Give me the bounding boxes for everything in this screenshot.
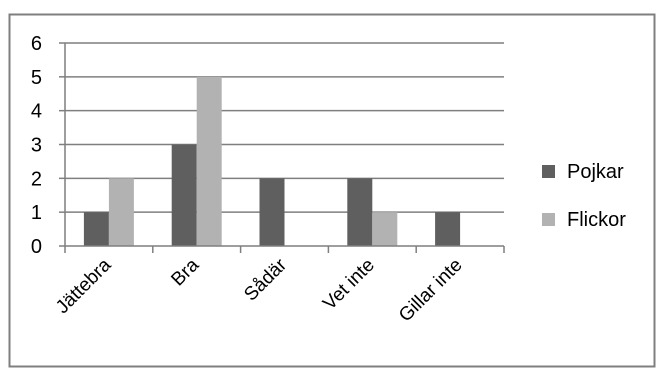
gridlines — [65, 42, 504, 213]
y-tick-label-4: 4 — [31, 101, 42, 123]
axes — [59, 42, 505, 253]
y-tick-label-6: 6 — [31, 33, 42, 55]
bars — [83, 76, 461, 246]
bar-pojkar-0 — [83, 212, 109, 246]
y-tick-label-2: 2 — [31, 168, 42, 190]
bar-pojkar-4 — [435, 212, 461, 246]
bar-flickor-3 — [372, 212, 398, 246]
y-tick-label-0: 0 — [31, 236, 42, 258]
legend-swatch-pojkar — [542, 165, 555, 178]
y-tick-labels: 0 1 2 3 4 5 6 — [31, 33, 42, 258]
bar-pojkar-3 — [347, 178, 373, 246]
legend: Pojkar Flickor — [542, 161, 626, 231]
bar-pojkar-1 — [171, 144, 197, 246]
y-tick-label-5: 5 — [31, 67, 42, 89]
bar-pojkar-2 — [259, 178, 285, 246]
bar-flickor-1 — [196, 76, 222, 246]
y-tick-label-3: 3 — [31, 135, 42, 157]
legend-swatch-flickor — [542, 213, 555, 226]
bar-flickor-0 — [108, 178, 134, 246]
y-tick-label-1: 1 — [31, 202, 42, 224]
legend-label-pojkar: Pojkar — [567, 161, 624, 183]
legend-label-flickor: Flickor — [567, 209, 626, 231]
